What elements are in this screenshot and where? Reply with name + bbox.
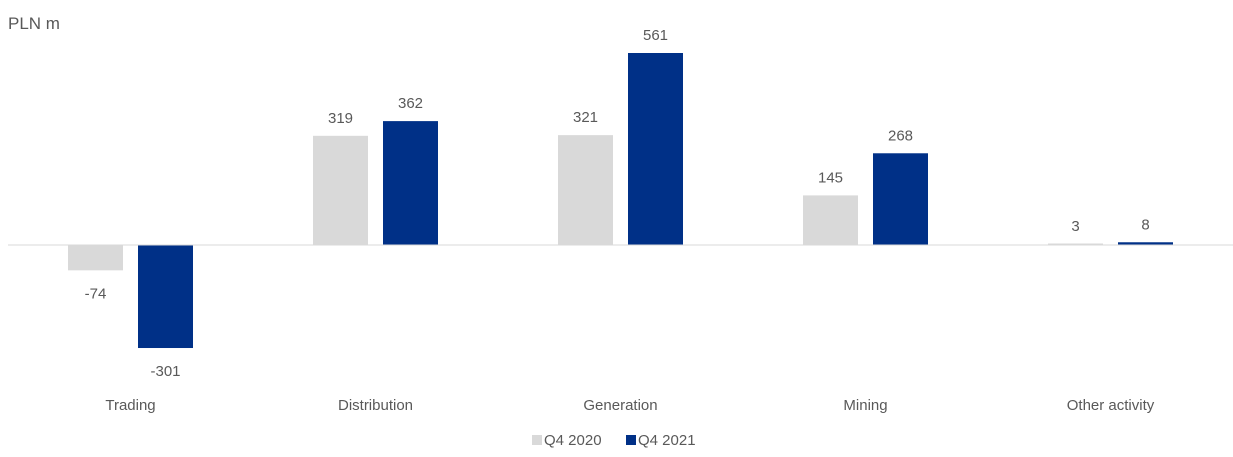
bar-mining-q4-2021	[873, 153, 928, 245]
bar-distribution-q4-2021	[383, 121, 438, 245]
bar-trading-q4-2021	[138, 245, 193, 349]
category-label-mining: Mining	[843, 397, 887, 414]
category-label-generation: Generation	[583, 397, 657, 414]
legend: Q4 2020 Q4 2021	[532, 432, 696, 449]
bars-layer	[68, 53, 1173, 349]
value-label-mining-q4-2021: 268	[888, 127, 913, 144]
value-label-mining-q4-2020: 145	[818, 169, 843, 186]
bar-trading-q4-2020	[68, 245, 123, 271]
bar-distribution-q4-2020	[313, 135, 368, 245]
bar-other-activity-q4-2020	[1048, 243, 1103, 245]
category-label-trading: Trading	[105, 397, 155, 414]
bar-other-activity-q4-2021	[1118, 242, 1173, 245]
bar-mining-q4-2020	[803, 195, 858, 245]
category-label-distribution: Distribution	[338, 397, 413, 414]
y-unit-label: PLN m	[8, 14, 60, 33]
legend-swatch-q4-2021	[626, 435, 636, 445]
value-labels-layer: -74 -301 319 362 321 561 145 268 3 8	[85, 27, 1150, 380]
value-label-other-activity-q4-2021: 8	[1141, 216, 1149, 233]
value-label-other-activity-q4-2020: 3	[1071, 218, 1079, 235]
value-label-distribution-q4-2021: 362	[398, 95, 423, 112]
legend-label-q4-2021: Q4 2021	[638, 432, 696, 449]
category-label-other-activity: Other activity	[1067, 397, 1155, 414]
category-labels-layer: Trading Distribution Generation Mining Other…	[105, 397, 1154, 414]
value-label-trading-q4-2020: -74	[85, 285, 107, 302]
legend-label-q4-2020: Q4 2020	[544, 432, 602, 449]
value-label-generation-q4-2021: 561	[643, 27, 668, 44]
value-label-distribution-q4-2020: 319	[328, 110, 353, 127]
value-label-trading-q4-2021: -301	[150, 363, 180, 380]
value-label-generation-q4-2020: 321	[573, 109, 598, 126]
bar-generation-q4-2020	[558, 135, 613, 245]
bar-generation-q4-2021	[628, 53, 683, 245]
legend-swatch-q4-2020	[532, 435, 542, 445]
